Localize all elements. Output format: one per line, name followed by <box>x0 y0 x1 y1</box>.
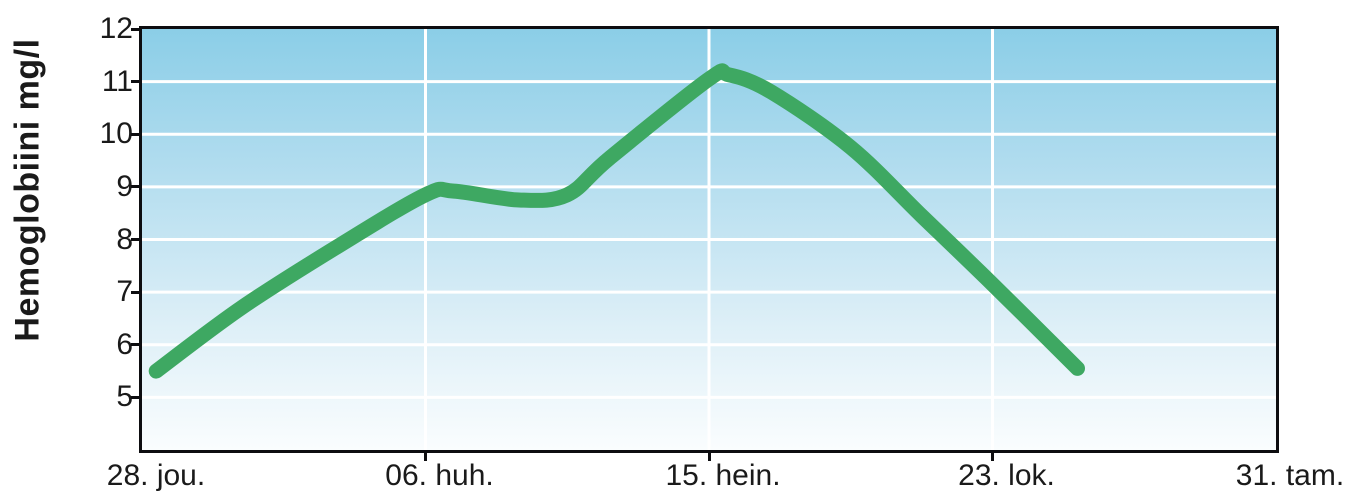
data-line <box>148 63 1085 379</box>
y-tick-mark <box>131 395 140 399</box>
y-tick-label: 12 <box>99 12 133 45</box>
x-tick-label: 23. lok. <box>958 459 1055 492</box>
chart-canvas <box>142 29 1276 450</box>
y-axis-title: Hemoglobiini mg/l <box>8 38 47 342</box>
y-tick-label: 6 <box>116 327 133 361</box>
x-tick-mark <box>991 453 994 461</box>
y-tick-mark <box>131 238 140 241</box>
y-tick-label: 9 <box>116 169 133 203</box>
y-tick-label: 7 <box>116 275 133 309</box>
y-tick-mark <box>131 185 140 189</box>
plot-area <box>139 26 1279 453</box>
x-tick-mark <box>424 453 427 461</box>
x-tick-label: 06. huh. <box>385 459 494 492</box>
x-tick-label: 15. hein. <box>665 459 781 492</box>
y-tick-mark <box>131 80 140 84</box>
y-tick-mark <box>131 343 140 347</box>
y-tick-label: 5 <box>116 380 133 414</box>
y-tick-label: 11 <box>101 64 133 98</box>
y-tick-mark <box>131 290 140 294</box>
x-tick-mark <box>707 453 711 461</box>
y-tick-label: 10 <box>99 117 133 151</box>
y-tick-mark <box>131 132 140 136</box>
y-tick-label: 8 <box>116 222 133 256</box>
x-tick-label: 31. tam. <box>1235 459 1345 492</box>
y-tick-mark <box>131 27 140 31</box>
x-tick-label: 28. jou. <box>106 459 206 492</box>
